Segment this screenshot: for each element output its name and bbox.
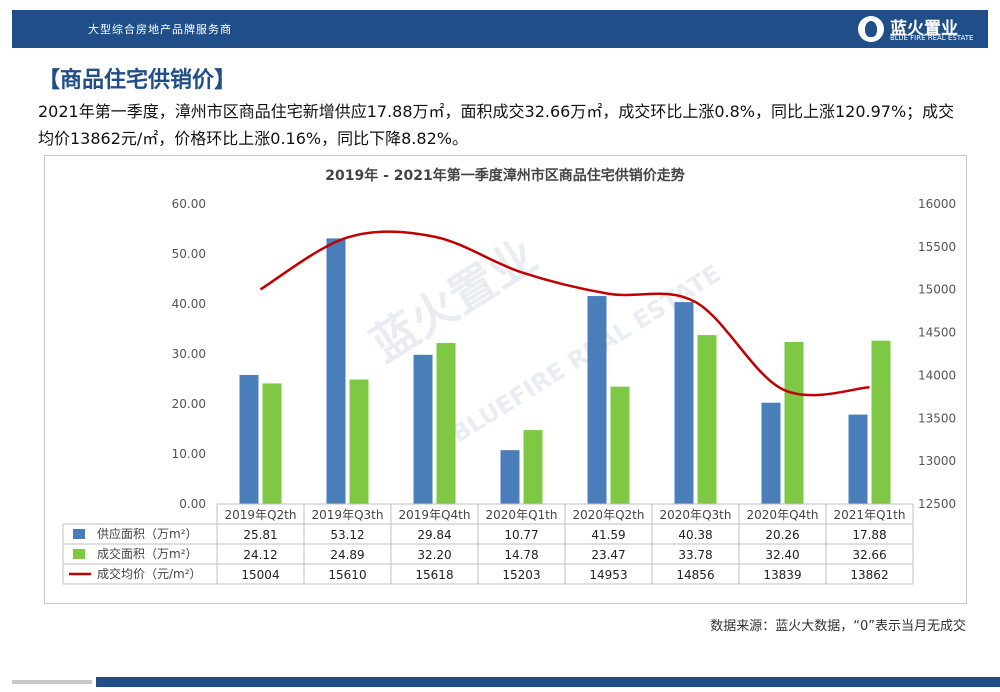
table-cell-value: 20.26	[765, 528, 799, 542]
legend-label: 成交面积（万m²）	[97, 546, 198, 561]
y-left-tick-label: 50.00	[172, 247, 206, 261]
table-cell-value: 32.40	[765, 548, 799, 562]
legend-key-deal	[73, 549, 85, 559]
section-title: 【商品住宅供销价】	[38, 68, 237, 93]
y-left-tick-label: 60.00	[172, 197, 206, 211]
table-cell-value: 15203	[502, 568, 540, 582]
bar-deal	[349, 379, 369, 504]
table-cell-value: 15618	[415, 568, 453, 582]
footer-accent	[12, 680, 92, 684]
table-cell-value: 33.78	[678, 548, 712, 562]
bar-deal	[262, 383, 282, 504]
data-table: 2019年Q2th 2019年Q3th 2019年Q4th 2020年Q1th 2020…	[62, 503, 914, 585]
chart-title: 2019年 - 2021年第一季度漳州市区商品住宅供销价走势	[325, 167, 685, 184]
header-tagline: 大型综合房地产品牌服务商	[88, 23, 232, 36]
y-right-tick-label: 15000	[918, 283, 956, 297]
legend-label: 供应面积（万m²）	[97, 526, 198, 541]
bar-deal	[523, 430, 543, 504]
table-cell-value: 15610	[328, 568, 366, 582]
table-cell-value: 14953	[589, 568, 627, 582]
bar-supply	[674, 302, 694, 504]
bar-supply	[500, 450, 520, 504]
table-cell-value: 41.59	[591, 528, 625, 542]
y-right-tick-label: 12500	[918, 497, 956, 511]
x-tick-label: 2020年Q4th	[747, 508, 819, 522]
x-tick-label: 2020年Q3th	[660, 508, 732, 522]
table-cell-value: 10.77	[504, 528, 538, 542]
table-cell-value: 29.84	[417, 528, 451, 542]
summary-text: 2021年第一季度，漳州市区商品住宅新增供应17.88万㎡，面积成交32.66万…	[38, 102, 955, 148]
table-cell-value: 23.47	[591, 548, 625, 562]
bar-supply	[326, 238, 346, 504]
y-left-tick-label: 0.00	[179, 497, 206, 511]
chart-frame	[44, 155, 967, 604]
table-cell-value: 32.20	[417, 548, 451, 562]
table-cell-value: 40.38	[678, 528, 712, 542]
bar-deal	[436, 343, 456, 504]
price-series-line	[259, 230, 870, 397]
y-left-tick-label: 40.00	[172, 297, 206, 311]
bar-supply	[848, 414, 868, 504]
x-tick-label: 2019年Q2th	[225, 508, 297, 522]
y-right-tick-label: 14500	[918, 326, 956, 340]
bar-supply	[587, 296, 607, 504]
bar-supply	[413, 354, 433, 504]
table-cell-value: 13862	[850, 568, 888, 582]
bar-supply	[239, 374, 259, 504]
table-cell-value: 24.12	[243, 548, 277, 562]
chart-bars	[239, 238, 891, 504]
table-cell-value: 25.81	[243, 528, 277, 542]
bar-supply	[761, 402, 781, 504]
chart-price-line	[259, 230, 870, 397]
y-right-tick-label: 16000	[918, 197, 956, 211]
x-tick-label: 2019年Q3th	[312, 508, 384, 522]
logo-name: 蓝火置业	[890, 19, 958, 39]
table-cell-value: 17.88	[852, 528, 886, 542]
data-source-note: 数据来源：蓝火大数据，“0”表示当月无成交	[710, 619, 966, 634]
chart-axes: 0.00 10.00 20.00 30.00 40.00 50.00 60.00 12500 1…	[172, 197, 957, 511]
y-left-tick-label: 10.00	[172, 447, 206, 461]
table-cell-value: 14856	[676, 568, 714, 582]
y-right-tick-label: 13500	[918, 411, 956, 425]
table-cell-value: 53.12	[330, 528, 364, 542]
table-cell-value: 15004	[241, 568, 279, 582]
x-tick-label: 2021年Q1th	[834, 508, 906, 522]
x-tick-label: 2020年Q2th	[573, 508, 645, 522]
legend-label: 成交均价（元/m²）	[97, 566, 202, 581]
table-cell-value: 13839	[763, 568, 801, 582]
x-tick-label: 2020年Q1th	[486, 508, 558, 522]
bar-deal	[697, 335, 717, 504]
brand-logo: 蓝火置业 BLUE FIRE REAL ESTATE	[858, 14, 976, 44]
table-cell-value: 32.66	[852, 548, 886, 562]
table-cell-value: 14.78	[504, 548, 538, 562]
y-right-tick-label: 14000	[918, 368, 956, 382]
logo-subtitle: BLUE FIRE REAL ESTATE	[890, 34, 974, 42]
legend-key-supply	[73, 529, 85, 539]
flame-logo-icon	[858, 16, 884, 42]
bar-deal	[610, 386, 630, 504]
y-left-tick-label: 20.00	[172, 397, 206, 411]
y-left-tick-label: 30.00	[172, 347, 206, 361]
y-right-tick-label: 15500	[918, 240, 956, 254]
table-cell-value: 24.89	[330, 548, 364, 562]
footer-bar	[96, 677, 1000, 687]
header-bar: 大型综合房地产品牌服务商 蓝火置业 BLUE FIRE REAL ESTATE	[12, 10, 988, 48]
y-right-tick-label: 13000	[918, 454, 956, 468]
bar-deal	[871, 340, 891, 504]
x-tick-label: 2019年Q4th	[399, 508, 471, 522]
bar-deal	[784, 342, 804, 504]
